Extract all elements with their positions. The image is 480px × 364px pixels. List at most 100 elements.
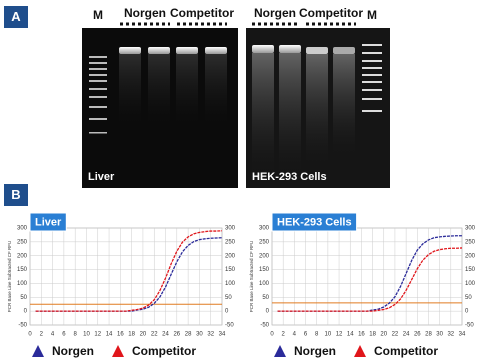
x-tick-label: 28 — [425, 332, 432, 338]
y-tick-label: 100 — [17, 281, 28, 287]
x-tick-label: 16 — [358, 332, 365, 338]
legend-label: Competitor — [374, 344, 438, 358]
x-tick-label: 6 — [304, 332, 308, 338]
x-tick-label: 26 — [173, 332, 180, 338]
y-axis-title: PCR Base Line Subtracted CF RFU — [7, 241, 12, 313]
y2-tick-label: 150 — [225, 267, 236, 273]
x-tick-label: 32 — [207, 332, 214, 338]
series-line — [277, 247, 463, 312]
series-line — [35, 230, 223, 312]
y2-tick-label: 0 — [225, 309, 229, 315]
y-tick-label: 300 — [259, 226, 270, 232]
x-tick-label: 4 — [293, 332, 297, 338]
x-tick-label: 12 — [94, 332, 101, 338]
x-tick-label: 2 — [40, 332, 44, 338]
y2-tick-label: 50 — [465, 295, 472, 301]
y-tick-label: 50 — [262, 295, 269, 301]
x-tick-label: 8 — [74, 332, 78, 338]
y2-tick-label: 100 — [225, 281, 236, 287]
chart-title: Liver — [35, 216, 62, 228]
x-tick-label: 30 — [196, 332, 203, 338]
x-tick-label: 32 — [447, 332, 454, 338]
ladder — [89, 56, 107, 134]
lane-label: M — [93, 8, 103, 22]
x-tick-label: 34 — [219, 332, 226, 338]
y-tick-label: 0 — [24, 309, 28, 315]
lane-label: Competitor — [299, 6, 363, 20]
legend-marker — [274, 345, 286, 357]
y2-tick-label: 200 — [225, 253, 236, 259]
panel-label: A — [11, 9, 21, 24]
y2-tick-label: 250 — [225, 239, 236, 245]
x-tick-label: 16 — [117, 332, 124, 338]
sample-bands — [119, 47, 227, 124]
x-tick-label: 22 — [151, 332, 158, 338]
sample-label: Liver — [88, 171, 115, 183]
legend-label: Norgen — [52, 344, 94, 358]
gel-right: Norgen Competitor M HEK-293 Cells — [246, 6, 390, 188]
x-tick-label: 10 — [325, 332, 332, 338]
y-tick-label: 250 — [259, 239, 270, 245]
y2-tick-label: 250 — [465, 239, 476, 245]
plot-area — [271, 227, 463, 326]
y-tick-label: 50 — [20, 295, 27, 301]
y2-tick-label: 100 — [465, 281, 476, 287]
chart-title-box — [271, 212, 358, 232]
y2-tick-label: 150 — [465, 267, 476, 273]
legend-marker — [354, 345, 366, 357]
y-tick-label: 200 — [259, 253, 270, 259]
y-axis-title: PCR Base Line Subtracted CF RFU — [249, 241, 254, 313]
x-tick-label: 34 — [459, 332, 466, 338]
x-tick-label: 12 — [336, 332, 343, 338]
x-tick-label: 14 — [106, 332, 113, 338]
y-tick-label: 100 — [259, 281, 270, 287]
x-tick-label: 4 — [51, 332, 55, 338]
y-tick-label: 200 — [17, 253, 28, 259]
x-tick-label: 20 — [140, 332, 147, 338]
y2-tick-label: -50 — [225, 323, 234, 329]
x-tick-label: 20 — [380, 332, 387, 338]
x-tick-label: 14 — [347, 332, 354, 338]
lane-label: Competitor — [170, 6, 234, 20]
y-tick-label: -50 — [18, 323, 27, 329]
x-tick-label: 18 — [128, 332, 135, 338]
y2-tick-label: -50 — [465, 323, 474, 329]
y-tick-label: 300 — [17, 226, 28, 232]
x-tick-label: 8 — [315, 332, 319, 338]
gel-left: M Norgen Competitor Liver — [82, 6, 238, 188]
x-tick-label: 24 — [162, 332, 169, 338]
ladder — [362, 44, 382, 112]
x-tick-label: 10 — [83, 332, 90, 338]
panel-label-box — [4, 184, 28, 206]
y-tick-label: 0 — [266, 309, 270, 315]
y2-tick-label: 300 — [225, 226, 236, 232]
x-tick-label: 0 — [28, 332, 32, 338]
y-tick-label: 250 — [17, 239, 28, 245]
lane-label: M — [367, 8, 377, 22]
x-tick-label: 2 — [282, 332, 286, 338]
x-tick-label: 26 — [414, 332, 421, 338]
x-tick-label: 30 — [436, 332, 443, 338]
lane-label: Norgen — [254, 6, 296, 20]
x-tick-label: 18 — [369, 332, 376, 338]
y2-tick-label: 0 — [465, 309, 469, 315]
legend-label: Norgen — [294, 344, 336, 358]
x-tick-label: 0 — [270, 332, 274, 338]
sample-label: HEK-293 Cells — [252, 171, 327, 183]
y2-tick-label: 200 — [465, 253, 476, 259]
chart-title: HEK-293 Cells — [277, 216, 352, 228]
panel-label-box — [4, 6, 28, 28]
y-tick-label: -50 — [260, 323, 269, 329]
y-tick-label: 150 — [259, 267, 270, 273]
x-tick-label: 28 — [185, 332, 192, 338]
y2-tick-label: 50 — [225, 295, 232, 301]
y-tick-label: 150 — [17, 267, 28, 273]
x-tick-label: 22 — [392, 332, 399, 338]
lane-label: Norgen — [124, 6, 166, 20]
legend-marker — [112, 345, 124, 357]
legend-label: Competitor — [132, 344, 196, 358]
x-tick-label: 24 — [403, 332, 410, 338]
legend-marker — [32, 345, 44, 357]
panel-label: B — [11, 187, 20, 202]
